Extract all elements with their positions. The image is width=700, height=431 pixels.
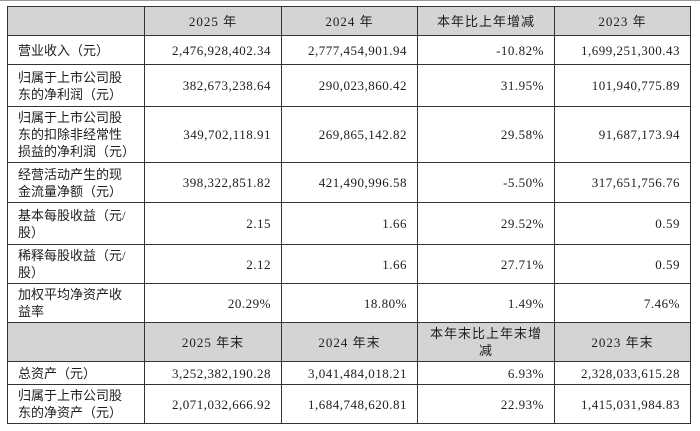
table-row-basic-eps: 基本每股收益（元/股） 2.15 1.66 29.52% 0.59 [7,202,691,245]
table-header-row-yearend: 2025 年末 2024 年末 本年末比上年末增减 2023 年末 [7,322,691,362]
column-header-2024-end: 2024 年末 [281,322,418,362]
row-label-cell: 归属于上市公司股东的净资产（元） [7,384,145,424]
value-cell: 6.93% [417,361,555,385]
value-cell: 7.46% [554,283,691,323]
value-cell: 0.59 [554,202,691,245]
value-cell: 0.59 [554,244,691,284]
value-cell: 101,940,775.89 [554,64,691,107]
row-label-cell: 归属于上市公司股东的净利润（元） [7,64,145,107]
top-divider-line [0,0,700,1]
column-header-2023-end: 2023 年末 [554,322,691,362]
row-label-cell: 总资产（元） [7,361,145,385]
column-header-2024: 2024 年 [281,6,418,36]
financial-summary-table: 2025 年 2024 年 本年比上年增减 2023 年 营业收入（元） 2,4… [7,6,691,424]
value-cell: 2.15 [144,202,282,245]
row-label-cell: 加权平均净资产收益率 [7,283,145,323]
value-cell: 27.71% [417,244,555,284]
table-row-net-assets: 归属于上市公司股东的净资产（元） 2,071,032,666.92 1,684,… [7,384,691,424]
value-cell: 290,023,860.42 [281,64,418,107]
value-cell: 2,071,032,666.92 [144,384,282,424]
value-cell: 3,252,382,190.28 [144,361,282,385]
table-row-operating-cash-flow: 经营活动产生的现金流量净额（元） 398,322,851.82 421,490,… [7,162,691,203]
value-cell: 1.66 [281,244,418,284]
row-label-cell: 营业收入（元） [7,35,145,65]
row-label-cell: 基本每股收益（元/股） [7,202,145,245]
table-row-revenue: 营业收入（元） 2,476,928,402.34 2,777,454,901.9… [7,35,691,65]
value-cell: 2.12 [144,244,282,284]
value-cell: 317,651,756.76 [554,162,691,203]
value-cell: 18.80% [281,283,418,323]
value-cell: 1.49% [417,283,555,323]
value-cell: 29.58% [417,106,555,163]
column-header-2025: 2025 年 [144,6,282,36]
column-header-yearend-change: 本年末比上年末增减 [417,322,555,362]
value-cell: 31.95% [417,64,555,107]
table-header-row-yearly: 2025 年 2024 年 本年比上年增减 2023 年 [7,6,691,36]
value-cell: 398,322,851.82 [144,162,282,203]
value-cell: 349,702,118.91 [144,106,282,163]
value-cell: 2,328,033,615.28 [554,361,691,385]
corner-cell [7,322,145,362]
value-cell: 382,673,238.64 [144,64,282,107]
row-label-cell: 稀释每股收益（元/股） [7,244,145,284]
value-cell: 1,415,031,984.83 [554,384,691,424]
value-cell: 91,687,173.94 [554,106,691,163]
table-row-total-assets: 总资产（元） 3,252,382,190.28 3,041,484,018.21… [7,361,691,385]
value-cell: 269,865,142.82 [281,106,418,163]
value-cell: -5.50% [417,162,555,203]
column-header-2023: 2023 年 [554,6,691,36]
value-cell: 2,777,454,901.94 [281,35,418,65]
value-cell: 3,041,484,018.21 [281,361,418,385]
value-cell: -10.82% [417,35,555,65]
row-label-cell: 归属于上市公司股东的扣除非经常性损益的净利润（元） [7,106,145,163]
value-cell: 29.52% [417,202,555,245]
table-row-weighted-avg-roe: 加权平均净资产收益率 20.29% 18.80% 1.49% 7.46% [7,283,691,323]
column-header-yoy-change: 本年比上年增减 [417,6,555,36]
value-cell: 20.29% [144,283,282,323]
row-label-cell: 经营活动产生的现金流量净额（元） [7,162,145,203]
table-row-net-profit: 归属于上市公司股东的净利润（元） 382,673,238.64 290,023,… [7,64,691,107]
value-cell: 421,490,996.58 [281,162,418,203]
value-cell: 2,476,928,402.34 [144,35,282,65]
column-header-2025-end: 2025 年末 [144,322,282,362]
value-cell: 1.66 [281,202,418,245]
value-cell: 1,684,748,620.81 [281,384,418,424]
table-row-net-profit-excl-nonrecurring: 归属于上市公司股东的扣除非经常性损益的净利润（元） 349,702,118.91… [7,106,691,163]
corner-cell [7,6,145,36]
value-cell: 22.93% [417,384,555,424]
table-row-diluted-eps: 稀释每股收益（元/股） 2.12 1.66 27.71% 0.59 [7,244,691,284]
value-cell: 1,699,251,300.43 [554,35,691,65]
